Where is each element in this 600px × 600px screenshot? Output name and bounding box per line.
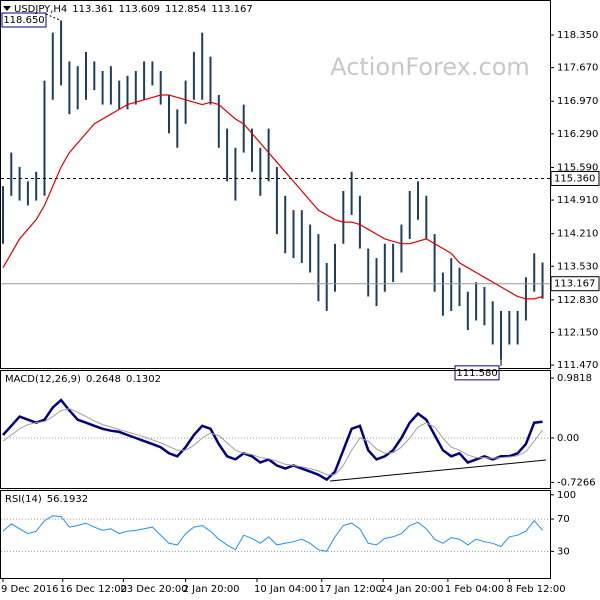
extreme-connector — [45, 13, 62, 22]
x-tick-label: 17 Jan 12:00 — [319, 584, 382, 595]
y-tick-label: 114.210 — [557, 229, 598, 240]
extreme-label: 111.580 — [456, 368, 497, 379]
indicator-title: RSI(14) — [5, 494, 42, 505]
y-tick-label: 100 — [557, 490, 576, 501]
series-line — [2, 408, 543, 476]
panel — [0, 370, 551, 489]
readout-value: 56.1932 — [47, 494, 88, 505]
extreme-label: 118.650 — [3, 15, 44, 26]
x-tick-label: 2 Jan 20:00 — [183, 584, 240, 595]
panel — [0, 490, 551, 579]
y-tick-label: 116.290 — [557, 129, 598, 140]
x-tick-label: 1 Feb 04:00 — [445, 584, 504, 595]
extreme-box — [454, 365, 500, 381]
y-tick-label: 111.470 — [557, 360, 598, 371]
series-line — [2, 515, 543, 552]
readout-value: 113.167 — [211, 4, 252, 15]
indicator-title: MACD(12,26,9) — [5, 374, 81, 385]
readout-value: 113.361 — [72, 4, 113, 15]
indicator-title: USDJPY,H4 — [14, 4, 67, 15]
y-tick-label: 112.150 — [557, 327, 598, 338]
x-tick-label: 23 Dec 20:00 — [120, 584, 187, 595]
y-tick-label: 70 — [557, 514, 570, 525]
y-tick-label: 113.530 — [557, 261, 598, 272]
series-line — [2, 94, 543, 300]
readout-value: 112.854 — [165, 4, 206, 15]
y-tick-label: 118.350 — [557, 30, 598, 41]
y-tick-label: 115.590 — [557, 162, 598, 173]
y-tick-label: 0.00 — [557, 433, 579, 444]
x-tick-label: 24 Jan 20:00 — [380, 584, 443, 595]
price-label: 113.167 — [554, 279, 595, 290]
y-tick-label: 0.9818 — [557, 373, 592, 384]
y-tick-label: 116.970 — [557, 96, 598, 107]
price-label-box — [550, 170, 600, 186]
y-tick-label: 112.830 — [557, 295, 598, 306]
price-label-box — [550, 276, 600, 292]
indicator-header: RSI(14) 56.1932 — [5, 494, 88, 505]
series-line — [2, 398, 543, 482]
y-tick-label: 117.670 — [557, 63, 598, 74]
indicator-header: MACD(12,26,9) 0.2648 0.1302 — [5, 374, 161, 385]
x-tick-label: 10 Jan 04:00 — [254, 584, 317, 595]
menu-arrow — [3, 6, 11, 11]
trend-line — [329, 459, 547, 482]
x-tick-label: 9 Dec 2016 — [1, 584, 59, 595]
readout-value: 113.609 — [119, 4, 160, 15]
extreme-box — [1, 12, 47, 28]
y-tick-label: -0.7266 — [557, 477, 596, 488]
x-tick-label: 8 Feb 12:00 — [506, 584, 565, 595]
indicator-header: USDJPY,H4 113.361 113.609 112.854 113.167 — [14, 4, 253, 15]
y-tick-label: 30 — [557, 546, 570, 557]
readout-value: 0.1302 — [126, 374, 161, 385]
x-tick-label: 16 Dec 12:00 — [60, 584, 127, 595]
watermark: ActionForex.com — [330, 53, 530, 81]
readout-value: 0.2648 — [86, 374, 121, 385]
y-tick-label: 114.910 — [557, 195, 598, 206]
price-label: 115.360 — [554, 173, 595, 184]
